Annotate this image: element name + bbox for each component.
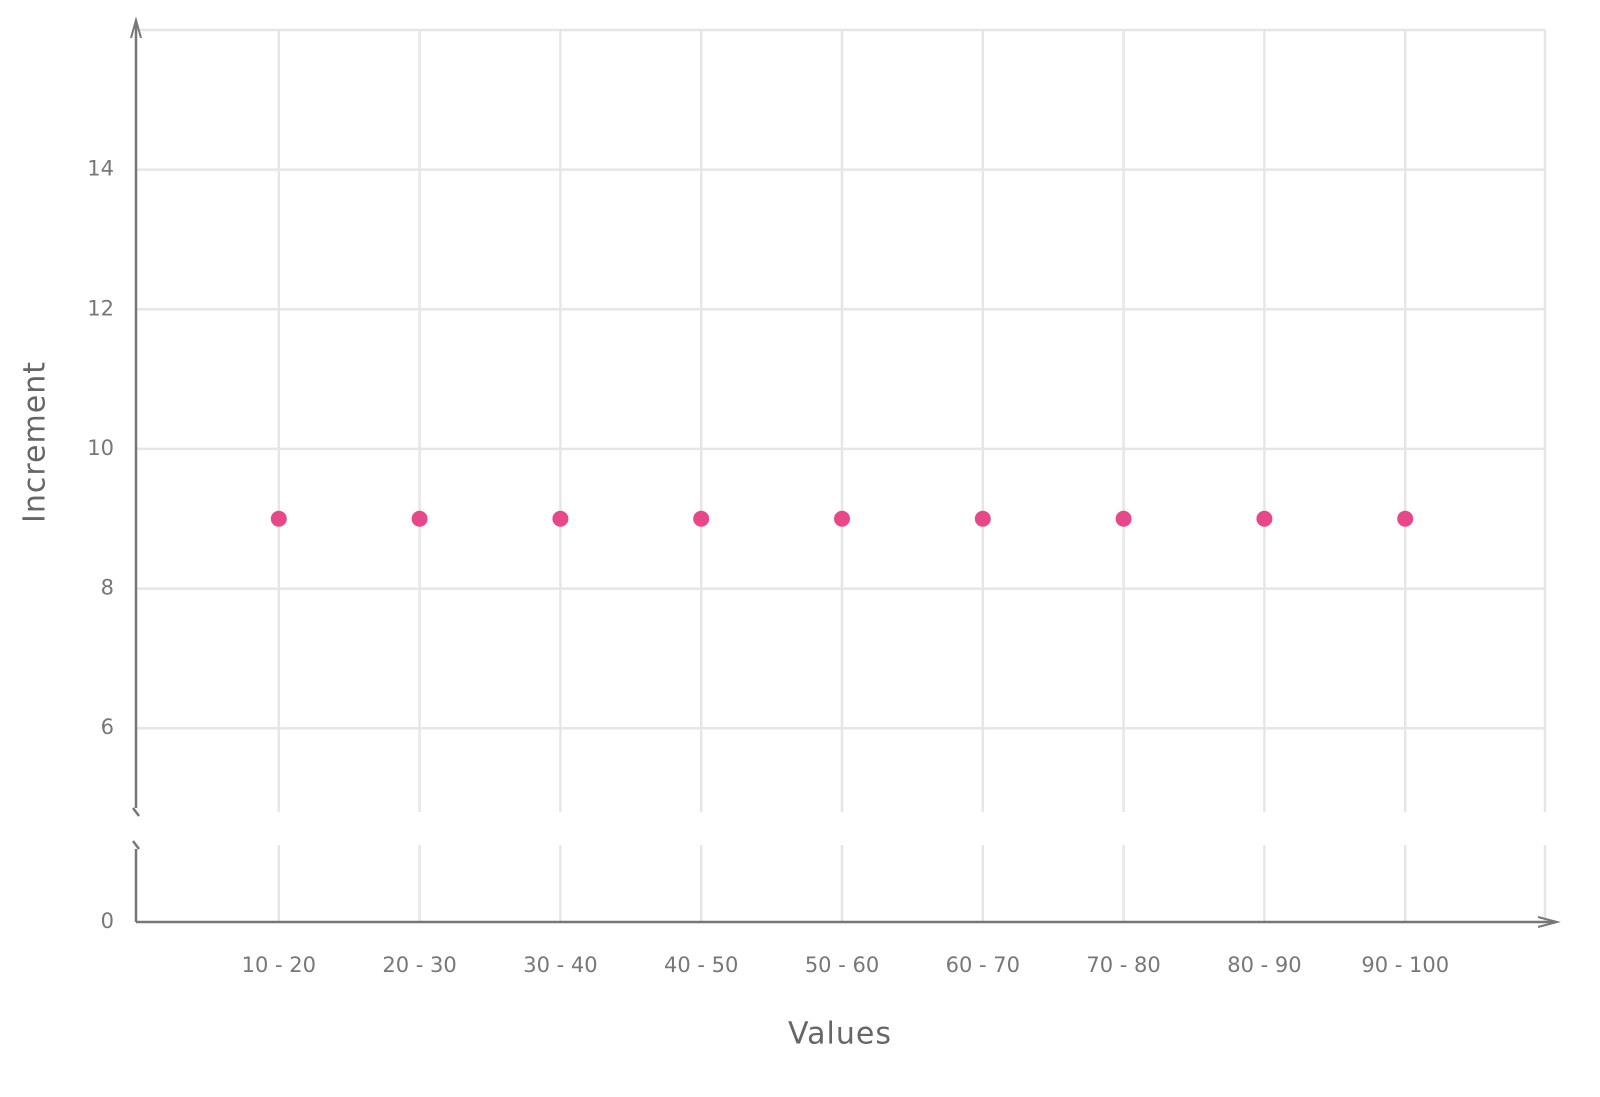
x-axis-arrow bbox=[1537, 916, 1561, 928]
dot bbox=[411, 510, 428, 527]
x-tick-label: 50 - 60 bbox=[805, 953, 879, 977]
x-tick-label: 80 - 90 bbox=[1227, 953, 1301, 977]
y-tick-label: 0 bbox=[101, 909, 114, 933]
dot bbox=[270, 510, 287, 527]
x-axis-title: Values bbox=[788, 1017, 892, 1052]
y-tick-label: 12 bbox=[87, 296, 114, 320]
y-axis-arrow bbox=[130, 16, 142, 39]
dot bbox=[834, 510, 850, 527]
y-tick-label: 10 bbox=[87, 436, 114, 460]
y-tick-label: 8 bbox=[101, 576, 114, 600]
dot bbox=[1256, 510, 1273, 527]
dot bbox=[1397, 510, 1414, 527]
axis-break-mark bbox=[132, 807, 140, 817]
x-tick-label: 10 - 20 bbox=[242, 953, 316, 977]
dot bbox=[552, 510, 569, 527]
axis-break-mark bbox=[132, 840, 140, 850]
y-axis-title: Increment bbox=[18, 361, 53, 523]
dot bbox=[693, 510, 710, 527]
y-tick-label: 14 bbox=[87, 157, 114, 181]
x-tick-label: 40 - 50 bbox=[664, 953, 738, 977]
x-tick-label: 20 - 30 bbox=[382, 953, 456, 977]
x-tick-label: 30 - 40 bbox=[523, 953, 597, 977]
dot bbox=[974, 510, 991, 527]
dot bbox=[1115, 510, 1132, 527]
x-tick-label: 70 - 80 bbox=[1086, 953, 1160, 977]
x-tick-label: 60 - 70 bbox=[946, 953, 1020, 977]
x-tick-label: 90 - 100 bbox=[1361, 953, 1449, 977]
y-tick-label: 6 bbox=[101, 715, 114, 739]
